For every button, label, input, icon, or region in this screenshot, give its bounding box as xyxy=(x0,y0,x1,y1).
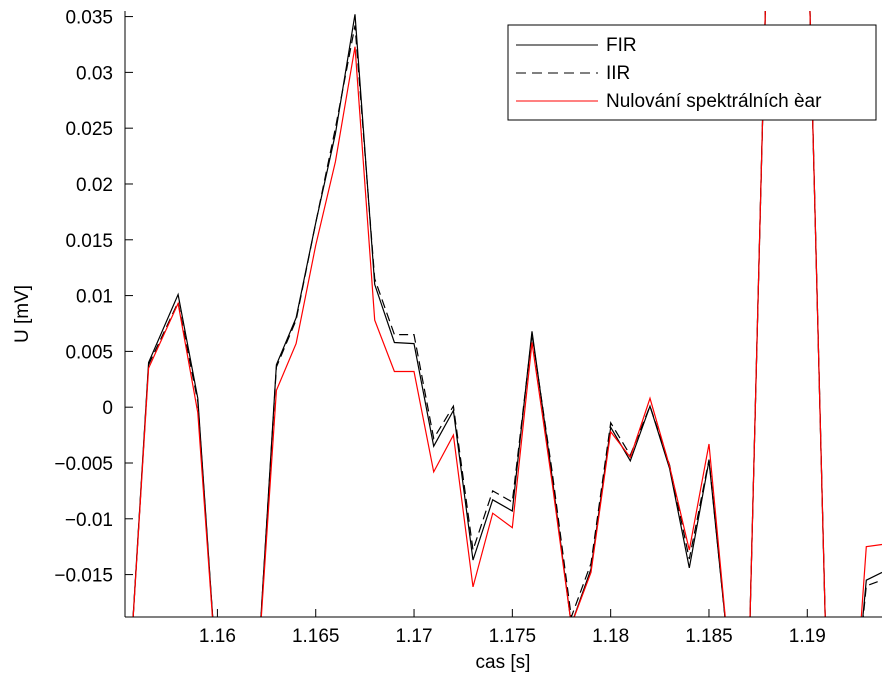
x-tick-label: 1.17 xyxy=(396,626,433,647)
y-tick-label: 0 xyxy=(102,398,113,419)
y-axis-label: U [mV] xyxy=(12,285,33,343)
legend-label-nulovani: Nulování spektrálních èar xyxy=(606,91,822,112)
y-tick-label: −0.005 xyxy=(54,454,113,475)
y-tick-label: 0.025 xyxy=(65,119,113,140)
y-tick-label: 0.035 xyxy=(65,8,113,29)
axes-layer: 0.035 0.03 0.025 0.02 0.015 0.01 0.005 0 −0.005 −… xyxy=(54,8,882,647)
y-tick-label: 0.015 xyxy=(65,231,113,252)
x-tick-label: 1.19 xyxy=(789,626,826,647)
x-tick-label: 1.165 xyxy=(292,626,340,647)
x-tick-label: 1.16 xyxy=(199,626,236,647)
y-tick-label: 0.01 xyxy=(76,287,113,308)
y-tick-label: −0.01 xyxy=(65,510,113,531)
y-tick-label: 0.03 xyxy=(76,63,113,84)
y-tick-label: −0.015 xyxy=(54,566,113,587)
y-tick-label: 0.005 xyxy=(65,342,113,363)
x-axis-label: cas [s] xyxy=(476,652,531,673)
x-tick-label: 1.175 xyxy=(489,626,537,647)
legend-label-iir: IIR xyxy=(606,63,630,84)
x-tick-label: 1.18 xyxy=(592,626,629,647)
x-tick-label: 1.185 xyxy=(685,626,733,647)
legend: FIR IIR Nulování spektrálních èar xyxy=(507,24,877,121)
y-tick-label: 0.02 xyxy=(76,175,113,196)
legend-label-fir: FIR xyxy=(606,35,637,56)
